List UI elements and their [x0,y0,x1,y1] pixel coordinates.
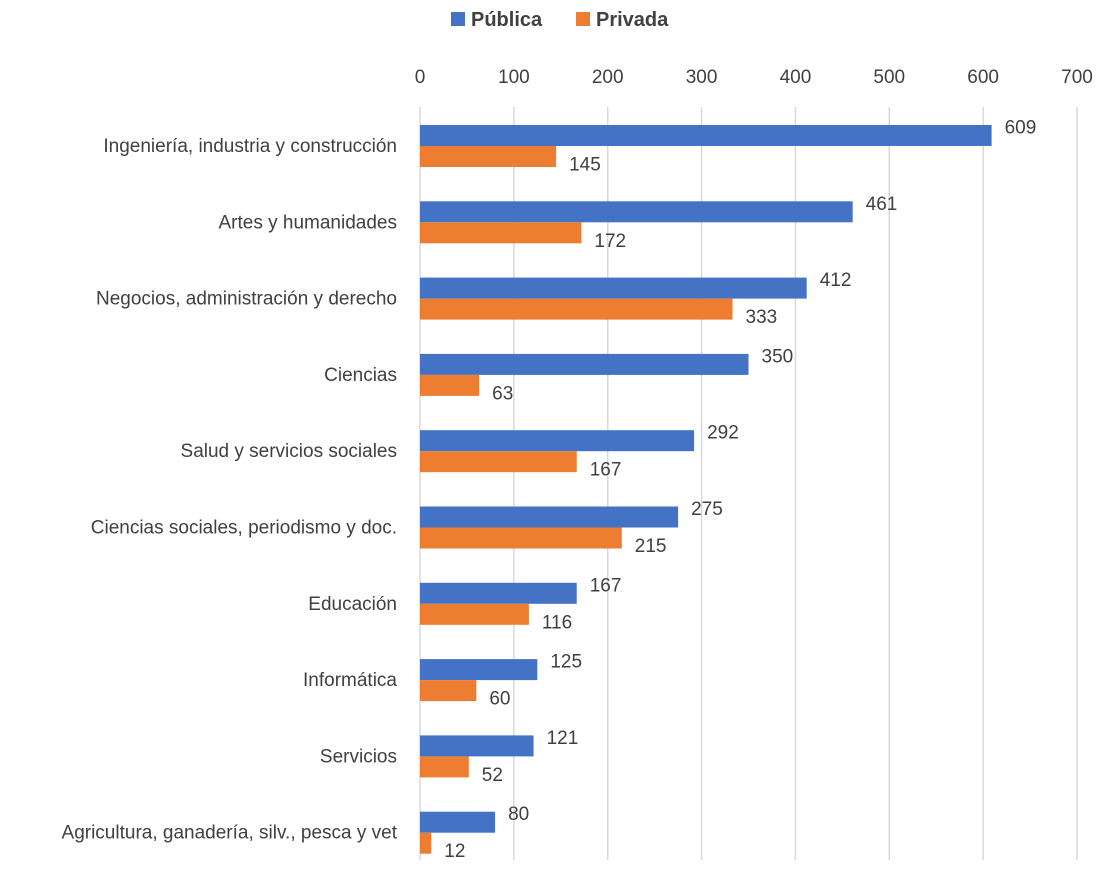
data-label-publica: 275 [691,499,723,520]
bar-publica [420,506,679,528]
category-label: Servicios [320,746,397,767]
category-label: Agricultura, ganadería, silv., pesca y v… [62,823,398,844]
legend-label: Privada [596,9,669,31]
bar-privada [420,756,469,778]
data-label-privada: 60 [489,689,510,710]
data-label-privada: 172 [594,231,626,252]
bar-publica [420,277,807,299]
bar-privada [420,680,477,702]
bar-privada [420,146,557,167]
bar-privada [420,451,577,473]
legend-swatch-privada [576,12,590,26]
category-label: Ciencias [324,365,397,386]
data-label-privada: 116 [542,612,572,633]
bar-privada [420,832,432,854]
category-label: Ingeniería, industria y construcción [103,136,397,157]
data-label-publica: 80 [508,804,529,825]
bar-publica [420,659,538,681]
x-tick-label: 0 [415,67,426,88]
data-label-publica: 121 [547,728,579,749]
data-label-publica: 461 [866,194,898,215]
bar-publica [420,125,992,146]
bar-publica [420,201,853,223]
data-label-publica: 292 [707,423,739,444]
data-label-publica: 412 [820,270,852,291]
x-tick-label: 200 [592,67,624,88]
legend-swatch-publica [451,12,465,26]
bar-privada [420,298,733,320]
category-label: Ciencias sociales, periodismo y doc. [91,518,397,539]
x-tick-label: 300 [686,67,718,88]
bar-publica [420,811,496,833]
x-tick-label: 100 [498,67,530,88]
category-label: Negocios, administración y derecho [96,289,397,310]
bar-publica [420,582,577,604]
x-tick-label: 500 [873,67,905,88]
legend-label: Pública [471,9,543,31]
data-label-privada: 12 [444,841,465,862]
data-label-publica: 609 [1005,118,1037,139]
x-tick-label: 700 [1061,67,1093,88]
bar-publica [420,430,695,452]
category-label: Salud y servicios sociales [181,441,397,462]
bar-privada [420,527,622,549]
x-tick-label: 600 [967,67,999,88]
data-label-publica: 350 [762,346,794,367]
bar-publica [420,353,749,375]
category-label: Artes y humanidades [219,212,398,233]
data-label-privada: 63 [492,383,513,404]
data-label-privada: 145 [569,155,601,176]
data-label-privada: 52 [482,765,503,786]
bar-privada [420,603,529,625]
bar-privada [420,222,582,244]
data-label-privada: 167 [590,460,622,481]
data-label-publica: 167 [590,575,622,596]
bar-publica [420,735,534,757]
data-label-privada: 215 [635,536,667,557]
bar-privada [420,374,480,396]
category-label: Informática [303,670,397,691]
data-label-publica: 125 [550,652,582,673]
data-label-privada: 333 [746,307,778,328]
category-label: Educación [308,594,397,615]
x-tick-label: 400 [780,67,812,88]
